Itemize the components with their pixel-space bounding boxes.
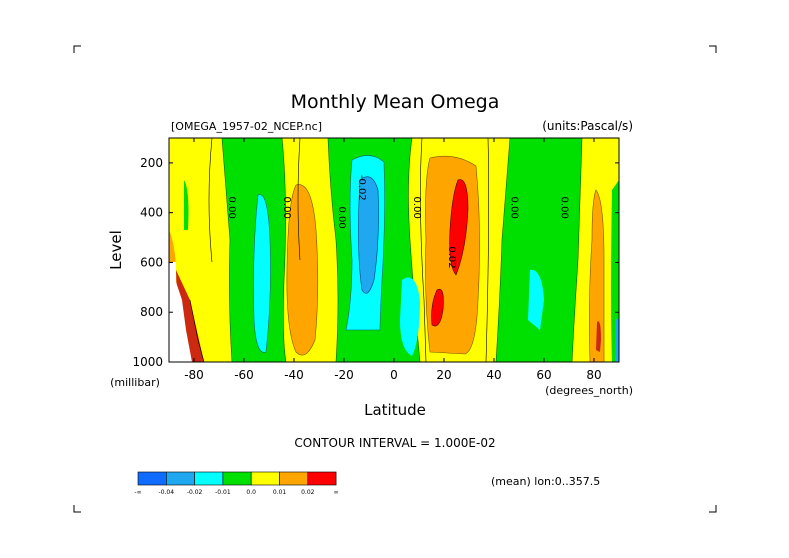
legend-label: 0.01: [273, 489, 287, 496]
x-axis-units: (degrees_north): [545, 384, 633, 397]
legend-label: 0.02: [301, 489, 315, 496]
mean-note: (mean) lon:0..357.5: [491, 475, 600, 488]
legend-label: -0.02: [187, 489, 203, 496]
legend-label: -∞: [134, 489, 141, 496]
chart-title: Monthly Mean Omega: [291, 91, 500, 113]
band-orange-80n: [589, 189, 605, 362]
legend-swatch: [250, 471, 280, 486]
x-tick-label: -60: [234, 368, 254, 382]
y-tick-label: 1000: [132, 355, 163, 369]
contour-interval-note: CONTOUR INTERVAL = 1.000E-02: [294, 436, 495, 450]
band-cyan-55s: [253, 194, 271, 353]
contour-label: 0.00: [336, 207, 347, 229]
x-tick-label: 0: [390, 368, 398, 382]
color-legend: -∞ -0.04 -0.02 -0.01 0.0 0.01 0.02 ∞: [134, 471, 339, 496]
contour-label: 0.00: [559, 197, 570, 219]
legend-swatch: [222, 471, 252, 486]
legend-label: ∞: [334, 489, 339, 496]
x-tick-label: 80: [586, 368, 601, 382]
contour-lines: [189, 138, 489, 362]
dataset-name: [OMEGA_1957-02_NCEP.nc]: [171, 120, 322, 133]
units-label: (units:Pascal/s): [542, 119, 633, 133]
y-tick-label: 600: [140, 255, 163, 269]
band-green-50n: [495, 138, 583, 362]
band-cyan-5n: [400, 277, 420, 356]
band-red-25n: [449, 179, 469, 276]
y-tick-label: 200: [140, 156, 163, 170]
legend-swatch: [166, 471, 195, 486]
contour-label: 0.00: [281, 197, 292, 219]
contour-label: -0.02: [356, 175, 367, 201]
band-green-south-wall: [184, 180, 189, 230]
y-tick-label: 400: [140, 206, 163, 220]
band-green-88n: [611, 180, 619, 362]
legend-label: 0.0: [246, 489, 256, 496]
contour-label: 0.00: [509, 197, 520, 219]
band-cyan-89n: [615, 318, 619, 362]
crop-marks: [73, 45, 717, 513]
contour-label-layer: 0.00 0.00 0.00 -0.02 0.00 0.02 0.00 0.00: [226, 175, 570, 269]
band-orange-45s: [286, 184, 319, 356]
legend-label: -0.01: [215, 489, 231, 496]
missing-data-region: [169, 262, 192, 362]
x-tick-label: -20: [334, 368, 354, 382]
x-axis-title: Latitude: [364, 401, 426, 419]
y-axis-title: Level: [107, 230, 125, 270]
contour-label: 0.00: [411, 197, 422, 219]
legend-swatch: [137, 471, 167, 486]
legend-swatch: [194, 471, 224, 486]
x-tick-label: -40: [284, 368, 304, 382]
x-tick-label: 20: [436, 368, 451, 382]
band-blue-12s: [358, 176, 379, 294]
y-axis-units: (millibar): [110, 376, 160, 389]
band-red-85n: [596, 321, 601, 352]
contour-label: 0.02: [446, 246, 457, 268]
x-tick-label: 60: [536, 368, 551, 382]
band-cyan-55n: [528, 269, 544, 330]
band-red-20n: [431, 288, 444, 327]
plot-area: [169, 138, 619, 362]
axis-layer: -80 -60 -40 -20 0 20 40 60 80 200 400 600 800 1000: [132, 138, 619, 382]
legend-swatch: [307, 471, 337, 486]
x-tick-label: 40: [486, 368, 501, 382]
contour-label: 0.00: [226, 197, 237, 219]
legend-label: -0.04: [159, 489, 175, 496]
legend-swatch: [279, 471, 309, 486]
y-tick-label: 800: [140, 305, 163, 319]
x-tick-label: -80: [184, 368, 204, 382]
